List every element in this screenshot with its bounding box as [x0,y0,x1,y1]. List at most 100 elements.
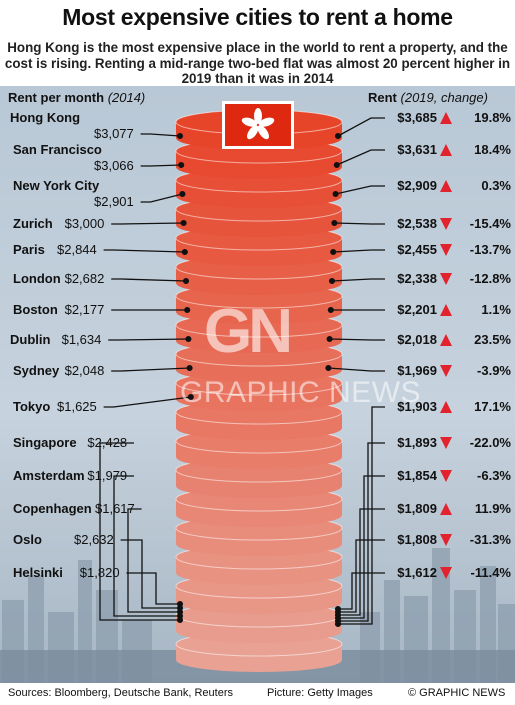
change-percent: 23.5% [474,332,511,347]
rent-2019: $1,893 [397,435,437,450]
change-percent: -31.3% [469,532,511,547]
rent-2019: $2,201 [397,302,437,317]
watermark-text: GRAPHIC NEWS [180,376,422,409]
rent-2014: $1,634 [61,332,102,347]
up-triangle [440,401,452,413]
rent-2019: $1,903 [397,399,437,414]
leader-dot [330,248,337,256]
rent-2014: $2,428 [87,435,128,450]
leader-dot [325,364,332,372]
city-label: Copenhagen [13,501,92,516]
change-percent: -22.0% [469,435,511,450]
change-percent: 18.4% [474,142,511,157]
leader-dot [180,219,187,227]
change-percent: 19.8% [474,110,511,125]
down-triangle [440,567,452,579]
leader-dot [181,248,188,256]
leader-dot [184,306,191,314]
leader-right [328,367,385,372]
leader-dot [327,306,334,314]
leader-dot [185,335,192,343]
leader-right [331,278,385,282]
city-label: Paris [13,242,45,257]
left-header-year: (2014) [107,90,146,105]
footer-credit: © GRAPHIC NEWS [408,687,506,699]
leader-dot [186,364,193,372]
footer-sources: Sources: Bloomberg, Deutsche Bank, Reute… [8,687,234,699]
leader-dot [178,161,185,169]
change-triangles [440,112,452,579]
leader-dot [331,219,338,227]
rent-2014: $1,979 [87,468,128,483]
leader-dot [334,132,342,140]
leader-right [338,508,385,616]
change-percent: 17.1% [474,399,511,414]
leader-right [333,249,385,253]
rent-2019: $2,455 [397,242,437,257]
city-label: Oslo [13,532,42,547]
city-label: Boston [13,302,58,317]
rent-2019: $1,854 [397,468,437,483]
leader-right [336,149,385,166]
hong-kong-flag [222,101,294,149]
leader-right [338,539,385,613]
rent-2019: $2,538 [397,216,437,231]
city-label: Singapore [13,435,77,450]
change-percent: -6.3% [477,468,511,483]
leader-left [99,442,180,621]
rent-2014: $1,625 [57,399,97,414]
leader-dot [334,605,342,613]
leader-right [335,185,385,195]
down-triangle [440,534,452,546]
up-triangle [440,304,452,316]
right-header-note: (2019, change) [400,90,488,105]
down-triangle [440,365,452,377]
change-percent: -12.8% [469,271,511,286]
up-triangle [440,334,452,346]
chart-title: Most expensive cities to rent a home [62,4,453,30]
leader-dot [333,161,340,169]
right-header: Rent (2019, change) [368,90,488,105]
leader-dot [332,190,339,198]
rent-2019: $1,969 [397,363,437,378]
leader-dot [187,393,194,401]
chart-subtitle: Hong Kong is the most expensive place in… [4,40,511,86]
leader-left [103,249,185,253]
leader-dot [179,190,186,198]
watermark-logo: GN [204,297,293,366]
rent-2014: $2,048 [64,363,105,378]
leader-left [140,164,182,167]
change-percent: -3.9% [477,363,511,378]
city-label: Sydney [13,363,60,378]
city-label: San Francisco [13,142,102,157]
leader-left [127,508,180,613]
down-triangle [440,273,452,285]
leader-left [108,338,189,341]
left-header: Rent per month (2014) [8,90,146,105]
leader-left [111,222,184,225]
city-label: Amsterdam [13,468,85,483]
leader-dot [176,600,184,608]
rent-2014: $2,682 [64,271,105,286]
leader-left [103,396,191,408]
city-label: New York City [13,178,100,193]
rent-2019: $3,631 [397,142,437,157]
city-label: Tokyo [13,399,51,414]
leader-left [140,193,183,203]
rent-2014: $1,617 [95,501,135,516]
leader-right [338,475,385,619]
leader-right [334,222,385,225]
leader-right [338,442,385,622]
up-triangle [440,503,452,515]
rent-2019: $1,809 [397,501,437,516]
rent-2014: $2,901 [94,194,134,209]
leader-left [113,475,180,617]
footer-picture: Picture: Getty Images [267,687,373,699]
leader-right [337,117,385,137]
leader-left [111,278,187,282]
leader-dot [182,277,190,285]
city-label: Dublin [10,332,51,347]
rent-2019: $1,808 [397,532,437,547]
rent-2014: $2,632 [74,532,114,547]
